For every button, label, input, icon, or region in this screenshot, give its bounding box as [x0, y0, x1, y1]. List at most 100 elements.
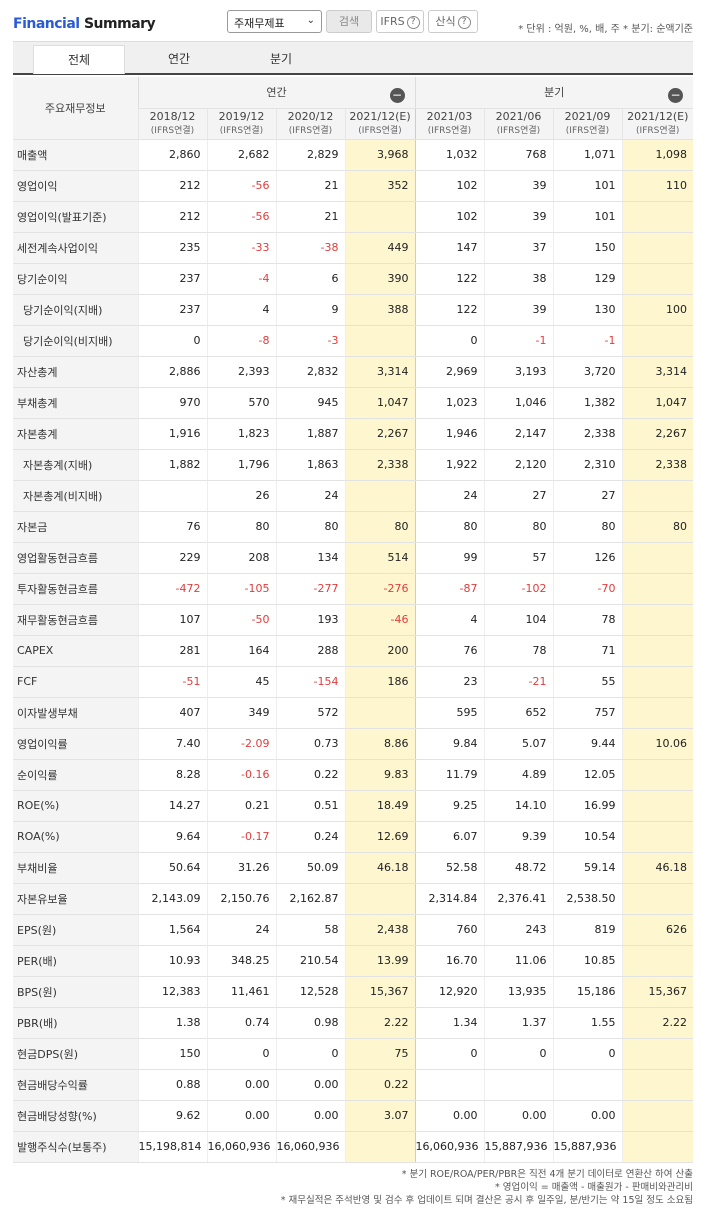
table-cell: -102 — [483, 573, 553, 605]
row-label: 자본총계(비지배) — [13, 480, 138, 512]
table-cell: 48.72 — [483, 852, 553, 884]
table-cell: 2,267 — [344, 418, 415, 450]
column-basis: (IFRS연결) — [150, 125, 195, 136]
table-cell: 110 — [621, 170, 693, 202]
chevron-down-icon: ⌄ — [306, 15, 315, 26]
column-period: 2021/03 — [426, 109, 473, 123]
table-cell: 1,564 — [137, 914, 207, 946]
table-cell: 0.22 — [275, 759, 345, 791]
ifrs-help-button[interactable]: IFRS? — [376, 10, 424, 33]
table-row: 영업활동현금흐름 229 208 134 514 99 57 126 — [13, 542, 693, 574]
table-cell: 3.07 — [344, 1100, 415, 1132]
row-label: FCF — [13, 666, 138, 698]
table-cell: 0 — [414, 325, 484, 357]
column-basis: (IFRS연결) — [358, 125, 402, 136]
column-period: 2018/12 — [149, 109, 196, 123]
table-cell: -56 — [206, 201, 276, 233]
table-row: 자본금 76 80 80 80 80 80 80 80 — [13, 511, 693, 543]
formula-help-button[interactable]: 산식? — [428, 10, 478, 33]
table-cell: 21 — [275, 170, 345, 202]
table-cell: 572 — [275, 697, 345, 729]
search-button[interactable]: 검색 — [326, 10, 372, 33]
table-row: ROA(%) 9.64 -0.17 0.24 12.69 6.07 9.39 10.54 — [13, 821, 693, 853]
table-cell: 2,682 — [206, 139, 276, 171]
table-cell: 200 — [344, 635, 415, 667]
row-label: 당기순이익(비지배) — [13, 325, 138, 357]
table-cell: -3 — [275, 325, 345, 357]
table-cell: 129 — [552, 263, 622, 295]
table-cell: 78 — [483, 635, 553, 667]
table-row: CAPEX 281 164 288 200 76 78 71 — [13, 635, 693, 667]
table-cell: -87 — [414, 573, 484, 605]
table-cell: 75 — [344, 1038, 415, 1070]
table-cell: -0.17 — [206, 821, 276, 853]
column-period: 2021/09 — [564, 109, 611, 123]
table-cell: 1,916 — [137, 418, 207, 450]
table-cell: 15,367 — [344, 976, 415, 1008]
table-cell: 71 — [552, 635, 622, 667]
table-cell: 104 — [483, 604, 553, 636]
table-cell: 14.10 — [483, 790, 553, 822]
tab-all[interactable]: 전체 — [33, 45, 125, 74]
table-cell: 970 — [137, 387, 207, 419]
table-cell: 101 — [552, 170, 622, 202]
table-cell: 237 — [137, 294, 207, 326]
collapse-annual-icon[interactable]: − — [389, 88, 405, 103]
table-cell: 4 — [206, 294, 276, 326]
title-part1: Financial — [13, 16, 80, 32]
table-cell: -21 — [483, 666, 553, 698]
table-cell: 9.84 — [414, 728, 484, 760]
row-header-label: 주요재무정보 — [13, 77, 138, 140]
column-period: 2021/12(E) — [627, 109, 689, 123]
table-cell: 0 — [275, 1038, 345, 1070]
table-cell: 2,314.84 — [414, 883, 484, 915]
table-cell: 4.89 — [483, 759, 553, 791]
table-cell — [621, 759, 693, 791]
table-cell: 229 — [137, 542, 207, 574]
tab-quarterly[interactable]: 분기 — [269, 52, 293, 66]
table-row: 당기순이익(지배) 237 4 9 388 122 39 130 100 — [13, 294, 693, 326]
table-cell: -33 — [206, 232, 276, 264]
table-cell — [621, 883, 693, 915]
table-row: 재무활동현금흐름 107 -50 193 -46 4 104 78 — [13, 604, 693, 636]
table-cell: 16,060,936 — [206, 1131, 276, 1163]
table-cell — [621, 945, 693, 977]
table-cell: 1,946 — [414, 418, 484, 450]
table-cell: 16.99 — [552, 790, 622, 822]
table-cell: 50.64 — [137, 852, 207, 884]
table-cell — [344, 325, 415, 357]
table-cell: 2,120 — [483, 449, 553, 481]
table-cell: 3,720 — [552, 356, 622, 388]
table-cell: 208 — [206, 542, 276, 574]
row-label: 영업이익(발표기준) — [13, 201, 138, 233]
tab-annual[interactable]: 연간 — [167, 52, 191, 66]
table-cell: 39 — [483, 201, 553, 233]
table-cell: 12.05 — [552, 759, 622, 791]
row-label: 부채총계 — [13, 387, 138, 419]
table-cell: 1,071 — [552, 139, 622, 171]
table-row: 현금DPS(원) 150 0 0 75 0 0 0 — [13, 1038, 693, 1070]
table-cell: -51 — [137, 666, 207, 698]
table-cell: 76 — [414, 635, 484, 667]
table-cell: 2,969 — [414, 356, 484, 388]
collapse-quarter-icon[interactable]: − — [668, 88, 683, 103]
table-cell — [344, 480, 415, 512]
row-label: ROA(%) — [13, 821, 138, 853]
table-cell: 134 — [275, 542, 345, 574]
table-cell: 652 — [483, 697, 553, 729]
table-cell: 80 — [275, 511, 345, 543]
table-cell: 24 — [275, 480, 345, 512]
table-cell: 1,032 — [414, 139, 484, 171]
table-cell: 58 — [275, 914, 345, 946]
table-cell: 16.70 — [414, 945, 484, 977]
table-cell: 0 — [483, 1038, 553, 1070]
column-header: 2021/06 (IFRS연결) — [483, 108, 553, 140]
table-cell: 52.58 — [414, 852, 484, 884]
table-cell: 80 — [206, 511, 276, 543]
statement-type-select[interactable]: 주재무제표 ⌄ — [227, 10, 322, 33]
row-label: 부채비율 — [13, 852, 138, 884]
table-cell: 390 — [344, 263, 415, 295]
row-label: 재무활동현금흐름 — [13, 604, 138, 636]
row-label: 자본총계 — [13, 418, 138, 450]
table-cell: 0.24 — [275, 821, 345, 853]
